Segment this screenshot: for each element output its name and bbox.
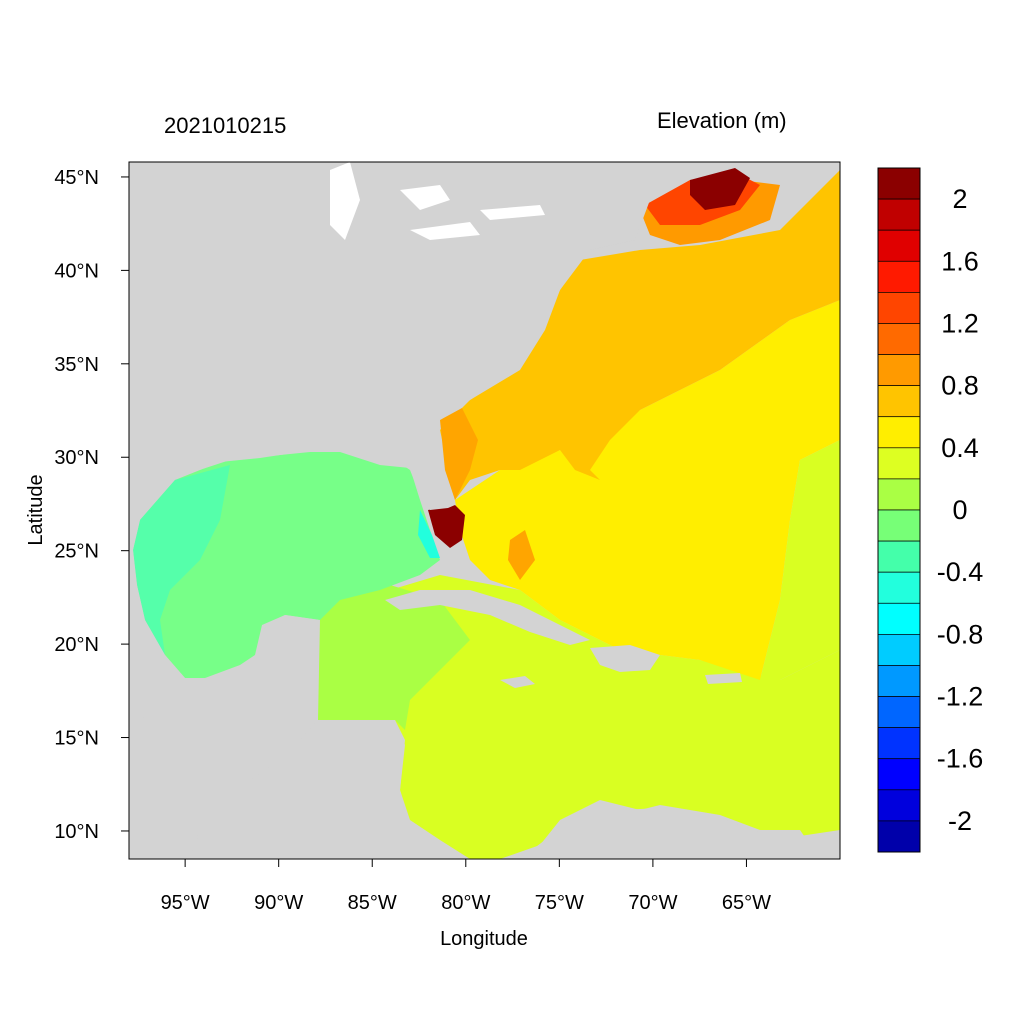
y-tick-label: 25°N [54,541,99,563]
us-east-coast [129,162,650,520]
colorbar-label: 0 [952,495,967,525]
colorbar-segment [877,292,921,324]
jamaica [500,676,535,688]
colorbar-label: 1.2 [941,308,979,338]
x-axis-ticks: 95°W 90°W 85°W 80°W 75°W 70°W 65°W [161,859,771,914]
colorbar-segment [877,602,921,635]
bahamas-orange [508,530,535,580]
colorbar-segment [877,665,921,697]
colorbar-segment [877,323,921,355]
colorbar-segment [877,696,921,728]
colorbar-label: -0.4 [937,557,984,587]
colorbar-label: 0.8 [941,371,979,401]
south-america [520,808,840,859]
date-title: 2021010215 [164,113,287,138]
colorbar-segment [877,634,921,666]
colorbar-segment [877,820,921,853]
colorbar-segment [877,385,921,418]
colorbar-segment [877,198,921,231]
x-axis-label: Longitude [440,928,528,950]
y-tick-label: 10°N [54,821,99,843]
y-tick-label: 35°N [54,354,99,376]
x-tick-label: 70°W [628,892,677,914]
colorbar-segment [877,447,921,480]
gulf-stream [440,170,840,500]
colorbar-label: -1.6 [937,744,984,774]
x-tick-label: 85°W [348,892,397,914]
colorbar-segment [877,416,921,449]
colorbar [877,167,921,853]
colorbar-segment [877,540,921,573]
map-frame [128,161,841,860]
x-tick-label: 65°W [722,892,771,914]
y-axis-ticks: 10°N 15°N 20°N 25°N 30°N 35°N 40°N 45°N [54,167,129,843]
puerto-rico [705,673,742,684]
colorbar-label: 1.6 [941,246,979,276]
y-tick-label: 40°N [54,260,99,282]
great-lakes [330,162,545,240]
y-axis-label: Latitude [25,474,47,545]
colorbar-segment [877,727,921,760]
colorbar-segment [877,354,921,386]
y-tick-label: 45°N [54,167,99,189]
florida-coast-orange [440,408,478,500]
map-area [129,162,840,859]
florida-shelf [418,510,440,558]
y-tick-label: 30°N [54,447,99,469]
colorbar-segment [877,229,921,262]
colorbar-segment [877,571,921,604]
x-tick-label: 80°W [441,892,490,914]
colorbar-labels: 2 1.6 1.2 0.8 0.4 0 -0.4 -0.8 -1.2 -1.6 -2 [937,184,984,836]
colorbar-label: -2 [948,806,972,836]
colorbar-segment [877,758,921,791]
cuba [385,590,590,645]
western-gulf [133,465,230,655]
yucatan [129,615,320,859]
colorbar-segment [877,789,921,822]
colorbar-frame [877,167,921,853]
western-caribbean [318,585,470,730]
colorbar-segment [877,478,921,511]
colorbar-segment [877,509,921,542]
x-tick-label: 95°W [161,892,210,914]
colorbar-label: -0.8 [937,619,984,649]
atlantic-yellow [455,300,840,680]
hispaniola [590,645,660,672]
colorbar-label: 2 [952,184,967,214]
south-florida-surge [428,505,465,548]
mexico-west [129,520,185,700]
gulf-of-maine-inner [690,168,750,210]
x-tick-label: 90°W [254,892,303,914]
atlantic-east [760,440,840,680]
colorbar-segment [877,167,921,200]
colorbar-label: 0.4 [941,433,979,463]
y-tick-label: 20°N [54,634,99,656]
y-tick-label: 15°N [54,728,99,750]
colorbar-label: -1.2 [937,682,984,712]
central-america [190,720,470,859]
colorbar-segment [877,260,921,293]
x-tick-label: 75°W [535,892,584,914]
florida-peninsula [380,450,455,510]
variable-title: Elevation (m) [657,108,787,133]
